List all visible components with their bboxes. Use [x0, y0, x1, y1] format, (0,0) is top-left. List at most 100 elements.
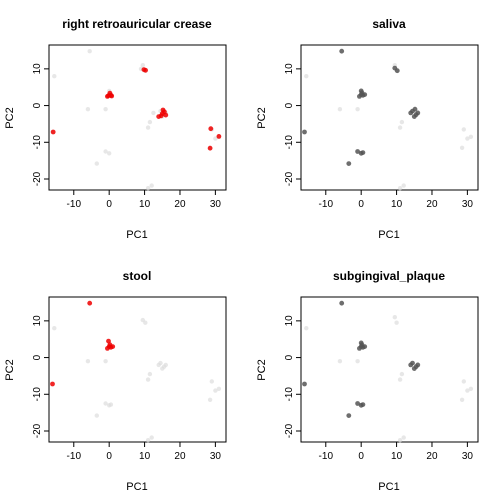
highlight-point: [208, 126, 214, 132]
background-point: [337, 107, 343, 112]
y-tick-label: 0: [284, 102, 295, 108]
background-point: [401, 435, 406, 440]
background-point: [94, 161, 100, 166]
x-tick-label: 20: [174, 199, 186, 210]
background-point: [461, 379, 466, 384]
y-tick-label: -10: [284, 135, 295, 150]
highlight-point: [362, 344, 368, 349]
highlight-point: [109, 93, 115, 99]
x-axis-label: PC1: [378, 481, 399, 493]
background-point: [140, 62, 145, 68]
y-tick-label: -20: [284, 171, 295, 186]
x-tick-label: 30: [462, 199, 474, 210]
x-tick-label: 30: [210, 199, 222, 210]
x-axis: -10 0 10 20 30: [67, 190, 222, 210]
y-axis: -20 -10 0 10: [32, 315, 49, 438]
y-tick-label: 0: [32, 102, 43, 108]
background-point: [94, 413, 100, 418]
highlight-point: [339, 48, 345, 54]
highlight-point: [362, 92, 368, 97]
background-points: [304, 315, 474, 443]
y-tick-label: 0: [284, 354, 295, 360]
x-tick-label: 0: [358, 451, 364, 462]
x-tick-label: 10: [391, 199, 403, 210]
y-axis: -20 -10 0 10: [32, 63, 49, 186]
panel-title: right retroauricular crease: [62, 17, 212, 31]
y-tick-label: -10: [32, 387, 43, 402]
highlight-point: [105, 94, 110, 99]
x-axis-label: PC1: [126, 481, 147, 493]
highlight-point: [339, 300, 345, 306]
y-axis: -20 -10 0 10: [284, 315, 301, 438]
background-point: [52, 74, 57, 79]
background-point: [207, 397, 213, 402]
background-point: [459, 145, 465, 150]
y-tick-label: -10: [32, 135, 43, 150]
highlight-point: [355, 401, 360, 406]
x-axis: -10 0 10 20 30: [319, 442, 474, 462]
y-axis: -20 -10 0 10: [284, 63, 301, 186]
y-tick-label: -10: [284, 387, 295, 402]
background-point: [216, 386, 222, 391]
x-tick-label: -10: [319, 199, 334, 210]
background-point: [397, 125, 403, 130]
highlight-point: [163, 112, 169, 118]
background-point: [304, 326, 309, 331]
y-axis-label: PC2: [4, 107, 16, 128]
background-points: [304, 62, 474, 191]
panel-right-retroauricular-crease: right retroauricular crease -10 0 10 20 30 -…: [4, 17, 227, 241]
x-tick-label: 0: [358, 199, 364, 210]
background-point: [394, 320, 399, 325]
panel-stool: stool -10 0 10 20 30 -20 -10 0 10 PC1 PC2: [4, 269, 227, 493]
highlight-point: [207, 145, 213, 151]
x-tick-label: 30: [210, 451, 222, 462]
x-tick-label: 30: [462, 451, 474, 462]
background-point: [87, 49, 92, 54]
y-tick-label: 10: [284, 63, 295, 75]
background-point: [107, 151, 112, 156]
background-point: [397, 438, 403, 443]
background-point: [151, 110, 156, 116]
highlight-point: [106, 338, 111, 344]
background-point: [399, 371, 405, 377]
x-tick-label: 10: [391, 451, 403, 462]
background-point: [147, 371, 153, 377]
highlight-points: [302, 48, 421, 167]
background-point: [213, 388, 218, 393]
background-point: [355, 359, 360, 364]
background-point: [103, 107, 108, 112]
plot-frame: [48, 44, 227, 191]
y-axis-label: PC2: [4, 359, 16, 380]
highlight-point: [412, 106, 418, 112]
highlight-point: [105, 346, 110, 351]
y-tick-label: 10: [284, 315, 295, 327]
highlight-point: [355, 149, 360, 154]
x-axis-label: PC1: [126, 229, 147, 241]
background-point: [337, 359, 343, 364]
background-point: [399, 119, 405, 125]
plot-frame: [300, 296, 479, 443]
background-point: [401, 183, 406, 188]
highlight-point: [143, 67, 149, 73]
x-tick-label: 20: [174, 451, 186, 462]
background-point: [103, 359, 108, 364]
background-points: [52, 317, 222, 443]
background-point: [145, 377, 151, 382]
y-tick-label: -20: [284, 423, 295, 438]
background-point: [392, 315, 397, 320]
highlight-point: [346, 161, 352, 167]
background-point: [103, 149, 108, 154]
y-tick-label: 10: [32, 315, 43, 327]
x-axis: -10 0 10 20 30: [67, 442, 222, 462]
highlight-point: [346, 413, 352, 418]
y-tick-label: -20: [32, 171, 43, 186]
highlight-points: [302, 300, 421, 418]
background-point: [397, 186, 403, 191]
background-points: [50, 49, 222, 191]
x-tick-label: 10: [139, 451, 151, 462]
background-point: [465, 388, 470, 393]
highlight-point: [87, 300, 93, 306]
background-point: [465, 136, 470, 141]
background-point: [149, 183, 154, 188]
